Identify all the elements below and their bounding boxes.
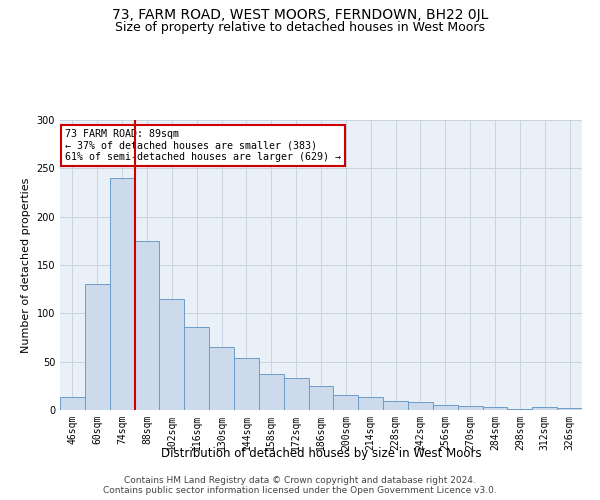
Bar — [482, 407, 508, 410]
Bar — [458, 406, 482, 410]
Text: 73, FARM ROAD, WEST MOORS, FERNDOWN, BH22 0JL: 73, FARM ROAD, WEST MOORS, FERNDOWN, BH2… — [112, 8, 488, 22]
Bar — [60, 398, 85, 410]
Bar — [308, 386, 334, 410]
Text: Contains HM Land Registry data © Crown copyright and database right 2024.
Contai: Contains HM Land Registry data © Crown c… — [103, 476, 497, 495]
Bar — [110, 178, 134, 410]
Bar — [160, 299, 184, 410]
Bar — [209, 347, 234, 410]
Bar — [184, 327, 209, 410]
Bar — [134, 241, 160, 410]
Bar — [334, 394, 358, 410]
Bar — [532, 407, 557, 410]
Bar — [557, 408, 582, 410]
Bar — [234, 358, 259, 410]
Bar — [259, 374, 284, 410]
Y-axis label: Number of detached properties: Number of detached properties — [21, 178, 31, 352]
Bar — [383, 402, 408, 410]
Bar — [284, 378, 308, 410]
Bar — [508, 409, 532, 410]
Bar — [433, 405, 458, 410]
Bar — [85, 284, 110, 410]
Text: 73 FARM ROAD: 89sqm
← 37% of detached houses are smaller (383)
61% of semi-detac: 73 FARM ROAD: 89sqm ← 37% of detached ho… — [65, 128, 341, 162]
Bar — [358, 398, 383, 410]
Text: Size of property relative to detached houses in West Moors: Size of property relative to detached ho… — [115, 21, 485, 34]
Bar — [408, 402, 433, 410]
Text: Distribution of detached houses by size in West Moors: Distribution of detached houses by size … — [161, 448, 481, 460]
